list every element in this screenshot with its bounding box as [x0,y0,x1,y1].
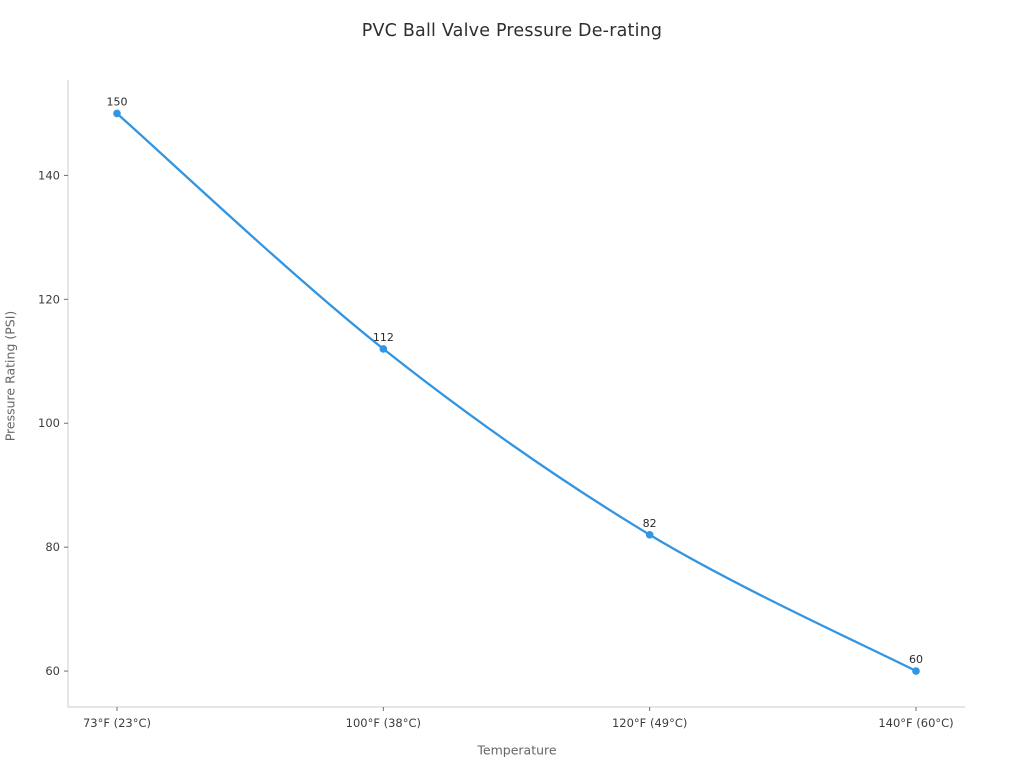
axis-spines [67,80,965,708]
data-point-label: 112 [373,331,394,344]
chart-title: PVC Ball Valve Pressure De-rating [361,21,663,41]
x-tick-label: 73°F (23°C) [83,716,151,730]
x-axis-title: Temperature [477,742,557,758]
data-point-marker [379,345,388,353]
y-tick-label: 100 [38,416,60,430]
data-point-label: 82 [643,517,657,530]
x-tick-label: 120°F (49°C) [612,716,687,730]
data-point-marker [113,109,121,118]
data-point-marker [912,667,920,675]
x-tick-label: 140°F (60°C) [878,716,953,730]
y-tick-label: 140 [38,168,60,182]
y-tick-label: 60 [45,664,60,678]
y-tick-label: 120 [38,292,60,306]
x-tick-label: 100°F (38°C) [346,716,421,730]
data-point-label: 150 [107,95,128,108]
data-point-label: 60 [909,653,923,666]
series-line [115,112,918,673]
y-axis-title: Pressure Rating (PSI) [2,310,18,442]
data-point-marker [645,530,654,539]
y-tick-label: 80 [45,540,60,554]
